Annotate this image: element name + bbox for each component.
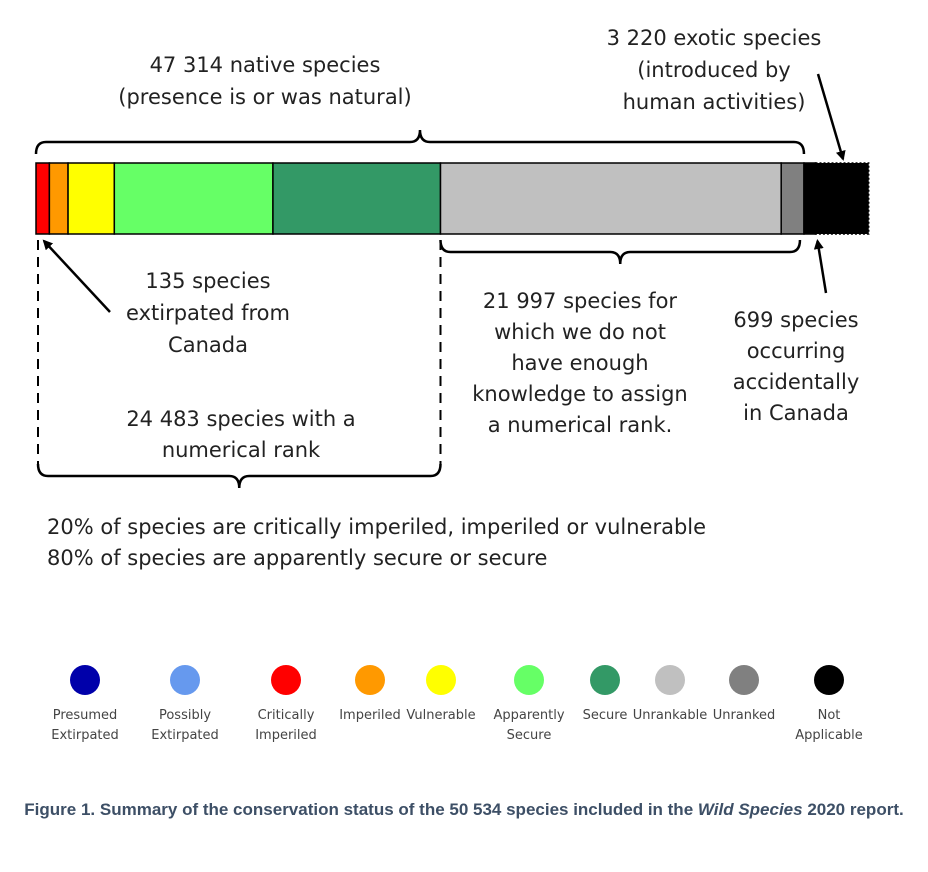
legend-label-3-line-2: Imperiled [255,728,317,743]
native-species-label-line-1: 47 314 native species [150,53,381,77]
unranked-species-label-line-5: a numerical rank. [488,413,673,437]
annotations: 47 314 native species (presence is or was… [47,26,859,570]
bar-segment-not-applicable-exotic [814,162,870,235]
extirpated-species-label-line-3: Canada [168,333,248,357]
arrow-accidental [813,239,828,294]
native-species-label-line-2: (presence is or was natural) [118,85,411,109]
extirpated-species-label-line-2: extirpated from [126,301,290,325]
exotic-species-label-line-1: 3 220 exotic species [607,26,822,50]
legend-swatch-8 [655,665,685,695]
accidental-species-label-line-3: accidentally [733,370,860,394]
legend-label-4-line-1: Imperiled [339,708,401,723]
braces [34,73,846,489]
conservation-status-figure: 47 314 native species (presence is or was… [34,26,870,743]
legend-swatch-9 [729,665,759,695]
brace-native-species [34,129,806,155]
legend-swatch-4 [355,665,385,695]
stacked-bar [35,162,870,235]
bar-segment-vulnerable [67,162,116,235]
brace-numerical-rank [36,463,442,489]
legend-label-6-line-2: Secure [507,728,552,743]
caption-text-before: Figure 1. Summary of the conservation st… [24,800,698,819]
accidental-species-label-line-4: in Canada [743,401,849,425]
numerical-rank-label-line-1: 24 483 species with a [126,407,355,431]
legend-label-2-line-2: Extirpated [151,728,219,743]
legend-swatch-6 [514,665,544,695]
bar-segment-not-applicable-accidental [803,162,817,235]
arrow-extirpated [42,239,111,313]
legend-label-1-line-1: Presumed [53,708,118,723]
exotic-species-label-line-3: human activities) [623,90,806,114]
legend-label-7-line-1: Secure [583,708,628,723]
unranked-species-label-line-3: have enough [511,351,648,375]
numerical-rank-label-line-2: numerical rank [162,438,321,462]
unranked-species-label-line-2: which we do not [494,320,666,344]
caption-text-after: 2020 report. [802,800,904,819]
legend-label-3-line-1: Critically [258,708,315,723]
legend-swatch-7 [590,665,620,695]
legend-swatch-1 [70,665,100,695]
figure-caption: Figure 1. Summary of the conservation st… [0,797,928,823]
extirpated-species-label-line-1: 135 species [145,269,270,293]
bar-segment-imperiled [48,162,69,235]
legend-label-10-line-2: Applicable [795,728,863,743]
unranked-species-label-line-1: 21 997 species for [483,289,678,313]
legend: Presumed Extirpated Possibly Extirpated Crit… [51,665,863,743]
legend-label-8-line-1: Unrankable [633,708,707,723]
accidental-species-label-line-2: occurring [747,339,846,363]
legend-swatch-5 [426,665,456,695]
accidental-species-label-line-1: 699 species [733,308,858,332]
legend-label-1-line-2: Extirpated [51,728,119,743]
legend-label-10-line-1: Not [818,708,841,723]
legend-label-9-line-1: Unranked [713,708,776,723]
summary-line-1: 20% of species are critically imperiled,… [47,515,706,539]
legend-swatch-3 [271,665,301,695]
caption-italic-title: Wild Species [697,800,803,819]
legend-swatch-2 [170,665,200,695]
arrow-exotic [816,73,846,161]
bar-segment-critically-imperiled [35,162,51,235]
unranked-species-label-line-4: knowledge to assign [472,382,688,406]
bar-segment-apparently-secure [113,162,274,235]
exotic-species-label-line-2: (introduced by [637,58,790,82]
legend-label-5-line-1: Vulnerable [406,708,475,723]
bar-segment-unranked [780,162,805,235]
brace-unranked-species [439,239,802,265]
legend-label-6-line-1: Apparently [493,708,564,723]
legend-swatch-10 [814,665,844,695]
bar-segment-unrankable [439,162,782,235]
legend-label-2-line-1: Possibly [159,708,211,723]
bar-segment-secure [272,162,442,235]
summary-line-2: 80% of species are apparently secure or … [47,546,547,570]
